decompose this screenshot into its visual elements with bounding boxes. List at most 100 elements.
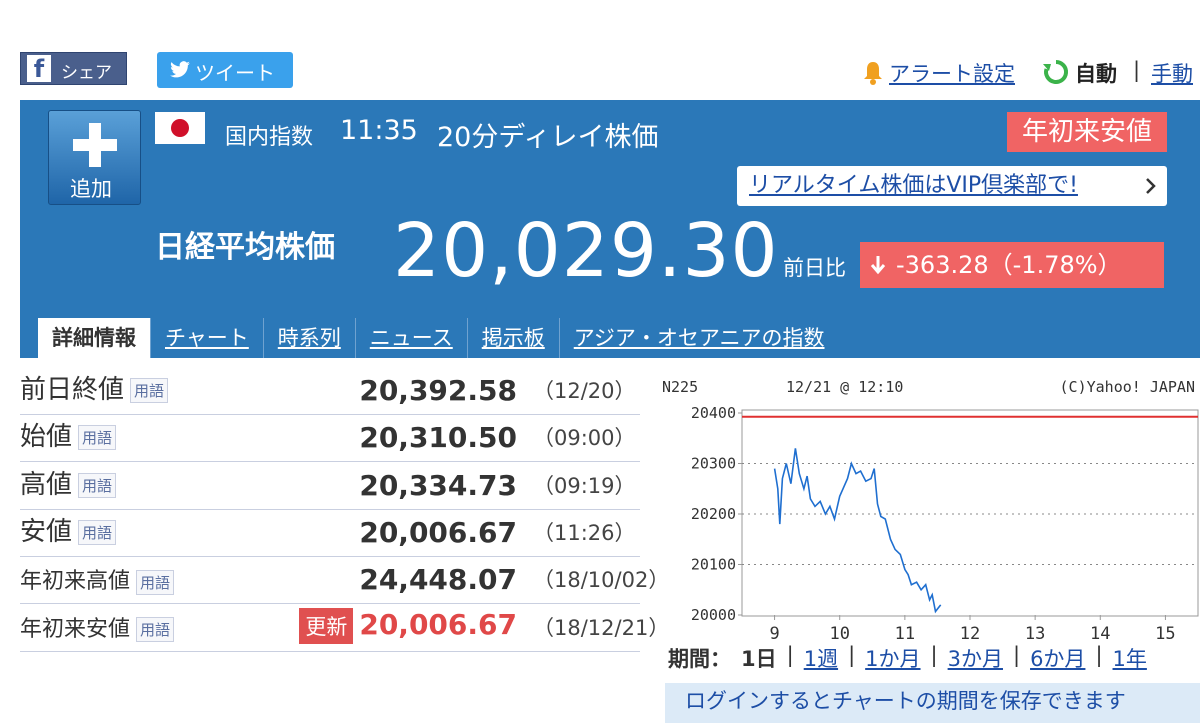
x-tick-label: 15: [1155, 624, 1175, 640]
tab[interactable]: チャート: [150, 318, 263, 358]
term-link[interactable]: 用語: [78, 425, 117, 451]
separator: |: [786, 643, 794, 667]
term-link[interactable]: 用語: [136, 569, 175, 595]
row-label: 高値: [20, 469, 73, 500]
facebook-share[interactable]: f シェア: [20, 52, 127, 85]
facebook-label: シェア: [61, 63, 112, 83]
add-label: 追加: [70, 177, 112, 201]
tab[interactable]: アジア・オセアニアの指数: [558, 318, 839, 358]
row-value: 20,006.67: [359, 607, 517, 641]
table-row: 始値 用語 20,310.50 （09:00）: [20, 415, 640, 463]
row-value: 20,006.67: [359, 515, 517, 549]
change-label: 前日比: [783, 256, 846, 280]
period-option[interactable]: 1か月: [865, 647, 921, 671]
y-tick-label: 20100: [691, 556, 736, 574]
separator: |: [1095, 643, 1103, 667]
chevron: [1146, 178, 1156, 194]
row-date: （09:19）: [533, 473, 636, 498]
table-row: 安値 用語 20,006.67 （11:26）: [20, 510, 640, 557]
y-tick-label: 20400: [691, 404, 736, 422]
facebook-icon: f: [27, 55, 51, 83]
price-line: [773, 448, 942, 614]
login-note-text: ログインするとチャートの期間を保存できます: [685, 689, 1126, 713]
tweet-button[interactable]: ツイート: [157, 52, 293, 88]
row-label-group: 安値 用語: [20, 511, 117, 548]
row-label: 年初来安値: [20, 616, 131, 642]
table-row: 高値 用語 20,334.73 （09:19）: [20, 463, 640, 510]
tab[interactable]: 時系列: [262, 318, 355, 358]
tweet-label: ツイート: [195, 61, 275, 85]
period-option[interactable]: 1年: [1112, 647, 1147, 671]
chart-timestamp: 12/21 @ 12:10: [786, 378, 903, 396]
table-row: 年初来安値 用語 更新 20,006.67 （18/12/21）: [20, 605, 669, 652]
period-option[interactable]: 1日: [741, 647, 777, 671]
flag-icon: [155, 112, 205, 144]
row-value: 20,310.50: [359, 421, 517, 455]
down-arrow: [870, 256, 886, 275]
separator: |: [848, 643, 856, 667]
row-label-group: 高値 用語: [20, 464, 117, 501]
table-row: 前日終値 用語 20,392.58 （12/20）: [20, 368, 640, 415]
row-value-group: 20,310.50: [359, 421, 517, 454]
x-tick-label: 12: [960, 624, 980, 640]
y-tick-label: 20300: [691, 455, 736, 473]
row-value: 24,448.07: [359, 563, 517, 597]
x-tick-label: 11: [895, 624, 915, 640]
row-label: 安値: [20, 516, 73, 547]
separator: |: [930, 643, 938, 667]
vip-label: リアルタイム株価はVIP倶楽部で!: [749, 173, 1078, 198]
change-value: -363.28（-1.78%）: [896, 251, 1122, 279]
tab-bar: 詳細情報 チャート 時系列 ニュース 掲示板 アジア・オセアニアの指数: [38, 318, 839, 358]
period-option[interactable]: 3か月: [947, 647, 1003, 671]
row-date: （12/20）: [533, 379, 636, 403]
tab[interactable]: 掲示板: [466, 318, 559, 358]
term-link[interactable]: 用語: [136, 617, 175, 642]
row-value-group: 24,448.07: [359, 563, 517, 596]
row-date: （09:00）: [533, 426, 636, 451]
separator: |: [1012, 643, 1021, 667]
period-option[interactable]: 1週: [803, 647, 839, 671]
refresh-icon: [1043, 59, 1069, 84]
row-label-group: 年初来高値 用語: [20, 563, 175, 595]
page: f シェア ツイート アラート設定 自動 | 手動 追加 国内指数 11:35 …: [20, 52, 1200, 723]
row-value-group: 更新 20,006.67: [299, 607, 517, 644]
period-label: 期間：: [668, 647, 731, 671]
term-link[interactable]: 用語: [78, 519, 117, 545]
change-box: -363.28（-1.78%）: [860, 242, 1164, 288]
table-row: 年初来高値 用語 24,448.07 （18/10/02）: [20, 557, 669, 605]
term-link[interactable]: 用語: [78, 472, 117, 498]
row-value: 20,392.58: [359, 374, 517, 407]
row-date: （18/12/21）: [533, 615, 670, 640]
row-value-group: 20,006.67: [359, 516, 517, 549]
twitter-icon: [170, 61, 190, 78]
manual-link[interactable]: 手動: [1151, 62, 1193, 86]
delay-label: 20分ディレイ株価: [437, 122, 659, 153]
x-tick-label: 14: [1090, 624, 1110, 640]
term-link[interactable]: 用語: [130, 378, 169, 403]
row-date: （18/10/02）: [533, 568, 670, 593]
chart: N225 12/21 @ 12:10 (C)Yahoo! JAPAN 20000…: [662, 378, 1199, 640]
index-name: 日経平均株価: [155, 230, 335, 265]
row-label-group: 始値 用語: [20, 416, 117, 453]
row-value: 20,334.73: [359, 468, 517, 502]
chart-symbol: N225: [662, 378, 698, 396]
x-tick-label: 13: [1025, 624, 1045, 640]
auto-label[interactable]: 自動: [1075, 62, 1117, 86]
x-tick-label: 9: [769, 624, 779, 640]
period-option[interactable]: 6か月: [1030, 647, 1086, 671]
row-label: 年初来高値: [20, 569, 131, 595]
tab[interactable]: 詳細情報: [38, 318, 150, 358]
alert-link[interactable]: アラート設定: [889, 62, 1015, 86]
x-tick-label: 10: [829, 624, 849, 640]
separator: |: [1133, 58, 1141, 82]
login-note: ログインするとチャートの期間を保存できます: [665, 683, 1200, 723]
row-value-group: 20,334.73: [359, 469, 517, 502]
row-label: 始値: [20, 422, 73, 453]
year-low-badge: 年初来安値: [1007, 112, 1167, 152]
vip-link[interactable]: リアルタイム株価はVIP倶楽部で!: [737, 166, 1167, 206]
add-button[interactable]: 追加: [48, 110, 141, 205]
y-tick-label: 20000: [691, 606, 736, 624]
plot-frame: [741, 409, 1199, 617]
tab[interactable]: ニュース: [354, 318, 467, 358]
quote-time: 11:35: [340, 115, 418, 146]
